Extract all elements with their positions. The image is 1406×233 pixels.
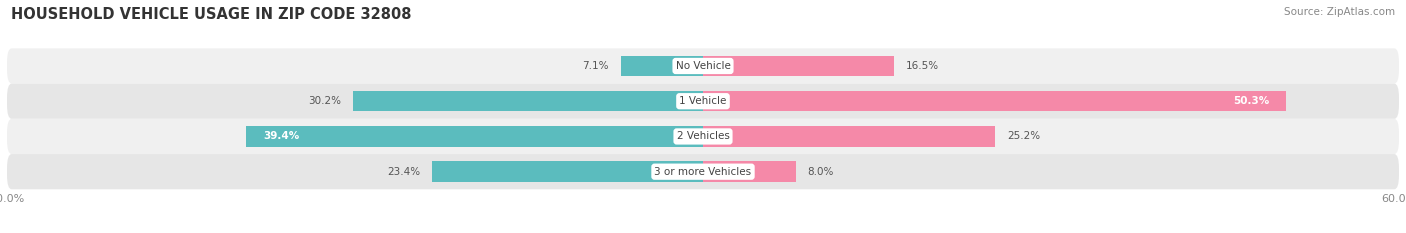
Text: 8.0%: 8.0% <box>807 167 834 177</box>
Bar <box>246 126 703 147</box>
Bar <box>703 56 894 76</box>
Text: 50.3%: 50.3% <box>1233 96 1270 106</box>
Bar <box>620 56 703 76</box>
Text: 3 or more Vehicles: 3 or more Vehicles <box>654 167 752 177</box>
Bar <box>353 91 703 111</box>
FancyBboxPatch shape <box>7 48 1399 84</box>
FancyBboxPatch shape <box>7 119 1399 154</box>
Text: HOUSEHOLD VEHICLE USAGE IN ZIP CODE 32808: HOUSEHOLD VEHICLE USAGE IN ZIP CODE 3280… <box>11 7 412 22</box>
Text: No Vehicle: No Vehicle <box>675 61 731 71</box>
Bar <box>703 91 1286 111</box>
Bar <box>703 161 796 182</box>
Text: 30.2%: 30.2% <box>308 96 342 106</box>
Text: Source: ZipAtlas.com: Source: ZipAtlas.com <box>1284 7 1395 17</box>
Text: 1 Vehicle: 1 Vehicle <box>679 96 727 106</box>
Text: 16.5%: 16.5% <box>905 61 939 71</box>
Text: 23.4%: 23.4% <box>387 167 420 177</box>
Bar <box>703 126 995 147</box>
FancyBboxPatch shape <box>7 154 1399 189</box>
FancyBboxPatch shape <box>7 84 1399 119</box>
Text: 2 Vehicles: 2 Vehicles <box>676 131 730 141</box>
Bar <box>432 161 703 182</box>
Text: 25.2%: 25.2% <box>1007 131 1040 141</box>
Text: 39.4%: 39.4% <box>263 131 299 141</box>
Text: 7.1%: 7.1% <box>582 61 609 71</box>
